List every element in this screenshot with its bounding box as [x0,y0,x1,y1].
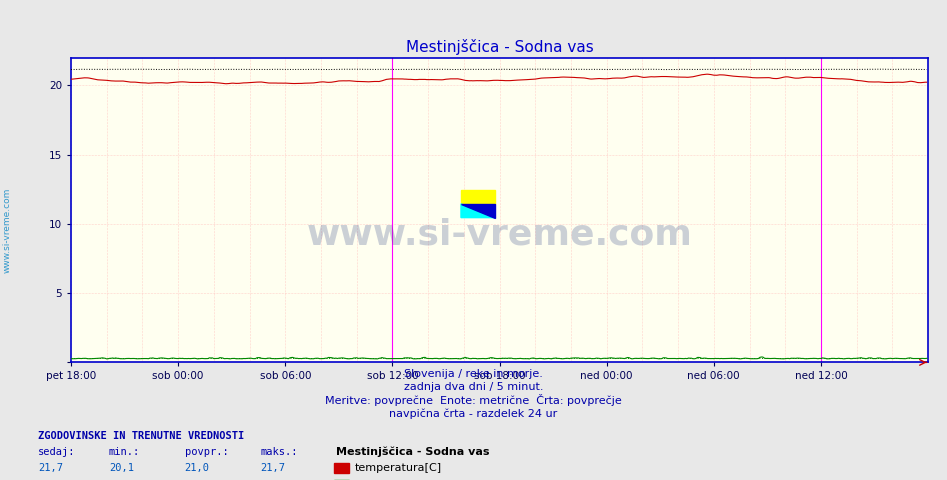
Polygon shape [461,204,495,217]
Text: Meritve: povprečne  Enote: metrične  Črta: povprečje: Meritve: povprečne Enote: metrične Črta:… [325,394,622,406]
Text: Mestinjščica - Sodna vas: Mestinjščica - Sodna vas [336,446,490,456]
Text: ZGODOVINSKE IN TRENUTNE VREDNOSTI: ZGODOVINSKE IN TRENUTNE VREDNOSTI [38,431,244,441]
Text: Slovenija / reke in morje.: Slovenija / reke in morje. [404,369,543,379]
Text: 21,7: 21,7 [260,463,285,473]
FancyBboxPatch shape [461,190,495,204]
Text: 21,7: 21,7 [38,463,63,473]
Text: navpična črta - razdelek 24 ur: navpična črta - razdelek 24 ur [389,408,558,419]
Text: min.:: min.: [109,446,140,456]
Text: www.si-vreme.com: www.si-vreme.com [3,188,12,273]
Text: sedaj:: sedaj: [38,446,76,456]
Text: 21,0: 21,0 [185,463,209,473]
Text: maks.:: maks.: [260,446,298,456]
Text: povpr.:: povpr.: [185,446,228,456]
Text: 20,1: 20,1 [109,463,134,473]
Title: Mestinjščica - Sodna vas: Mestinjščica - Sodna vas [405,39,594,55]
Text: www.si-vreme.com: www.si-vreme.com [307,217,692,252]
Text: temperatura[C]: temperatura[C] [355,463,442,473]
Polygon shape [461,204,495,217]
Text: zadnja dva dni / 5 minut.: zadnja dva dni / 5 minut. [403,382,544,392]
